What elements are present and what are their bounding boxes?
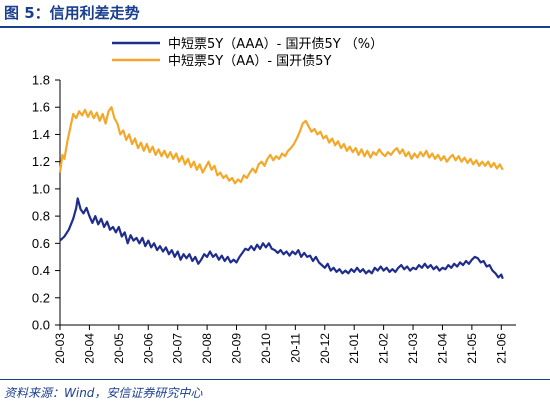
y-tick-label: 1.8	[32, 73, 50, 88]
y-tick-label: 0.2	[32, 290, 50, 305]
x-tick-label: 20-12	[318, 333, 332, 364]
y-tick-label: 1.2	[32, 154, 50, 169]
series-line-2	[58, 106, 504, 185]
series-line-1	[59, 197, 504, 280]
x-tick-label: 20-03	[53, 333, 67, 364]
x-tick-label: 20-04	[82, 333, 96, 364]
legend-label-2: 中短票5Y（AA）- 国开债5Y	[168, 54, 331, 69]
x-tick-label: 21-03	[406, 333, 420, 364]
x-tick-label: 21-01	[347, 333, 361, 364]
x-tick-label: 20-09	[230, 333, 244, 364]
x-tick-label: 21-02	[377, 333, 391, 364]
source-note: 资料来源：Wind，安信证券研究中心	[4, 386, 203, 400]
line-chart: 0.0 0.2 0.4 0.6 0.8 1.0 1.2 1.4 1.6 1.8 20-03 20-04…	[32, 37, 516, 364]
y-tick-label: 0.0	[32, 318, 50, 333]
x-tick-label: 20-08	[200, 333, 214, 364]
title-rule	[0, 26, 550, 28]
x-tick-label: 20-10	[259, 333, 273, 364]
y-tick-label: 0.8	[32, 209, 50, 224]
x-tick-label: 21-04	[435, 333, 449, 364]
x-tick-label: 20-11	[288, 333, 302, 363]
y-tick-label: 0.6	[32, 236, 50, 251]
x-tick-label: 21-06	[494, 333, 508, 364]
chart-series	[58, 106, 504, 280]
figure-title: 图 5：信用利差走势	[4, 4, 140, 22]
x-tick-label: 20-05	[112, 333, 126, 364]
chart-legend: 中短票5Y（AAA）- 国开债5Y （%） 中短票5Y（AA）- 国开债5Y	[112, 37, 383, 69]
x-tick-label: 20-06	[141, 333, 155, 364]
legend-label-1: 中短票5Y（AAA）- 国开债5Y （%）	[168, 37, 383, 52]
y-tick-label: 1.4	[32, 127, 50, 142]
y-tick-label: 1.6	[32, 100, 50, 115]
x-tick-label: 20-07	[171, 333, 185, 364]
y-tick-label: 0.4	[32, 263, 50, 278]
y-tick-label: 1.0	[32, 181, 50, 196]
x-tick-label: 21-05	[465, 333, 479, 364]
chart-axes: 0.0 0.2 0.4 0.6 0.8 1.0 1.2 1.4 1.6 1.8 20-03 20-04…	[32, 73, 516, 364]
source-rule	[0, 379, 550, 380]
